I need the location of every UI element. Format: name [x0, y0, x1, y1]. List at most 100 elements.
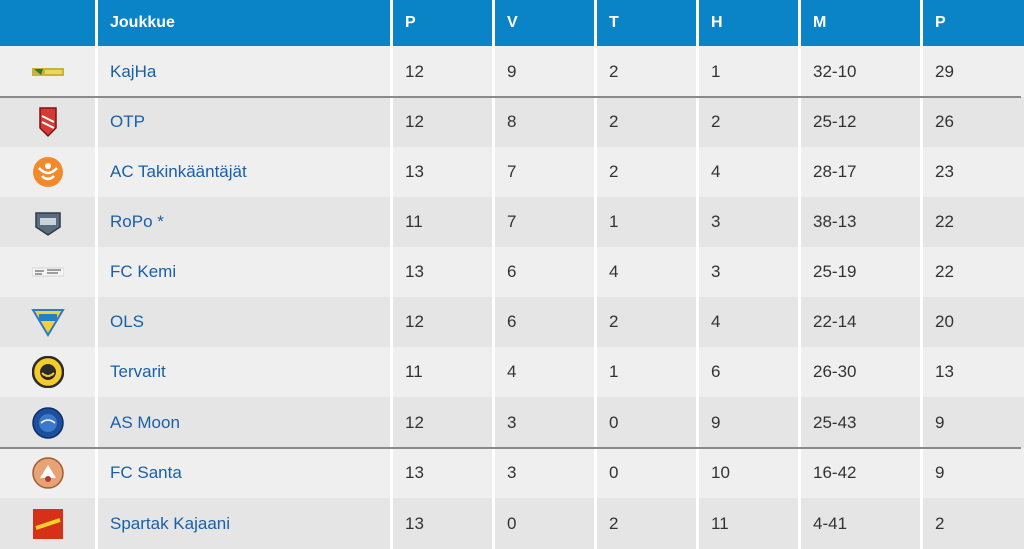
wins-value-cell: 0: [492, 498, 594, 549]
team-name[interactable]: Spartak Kajaani: [110, 513, 231, 533]
points-value: 9: [935, 412, 945, 432]
wins-value: 3: [507, 412, 517, 432]
wins-value: 7: [507, 162, 517, 181]
goals-value-cell: 25-43: [798, 397, 920, 448]
points-value-cell: 9: [920, 448, 1024, 498]
losses-value-cell: 3: [696, 197, 798, 247]
points-value-cell: 9: [920, 397, 1024, 448]
points-value: 13: [935, 362, 954, 381]
losses-value-cell: 3: [696, 247, 798, 297]
played-value: 13: [405, 262, 424, 281]
draws-value-cell: 1: [594, 197, 696, 247]
draws-value: 1: [609, 362, 619, 381]
losses-value: 3: [711, 262, 721, 281]
points-value: 23: [935, 162, 954, 181]
team-logo-cell: [0, 397, 95, 448]
team-name[interactable]: RoPo *: [110, 212, 164, 231]
played-value: 13: [405, 162, 424, 181]
goals-value: 25-12: [813, 112, 857, 131]
team-name[interactable]: FC Kemi: [110, 262, 177, 281]
table-row: FC Santa 13 3 0 10 16-42 9: [0, 448, 1024, 498]
goals-value: 25-19: [813, 262, 857, 281]
kajha-logo-icon: [31, 55, 65, 89]
points-value-cell: 22: [920, 247, 1024, 297]
wins-value-cell: 4: [492, 347, 594, 397]
losses-value: 10: [711, 463, 730, 482]
team-logo-cell: [0, 247, 95, 297]
header-goals[interactable]: M: [798, 0, 920, 46]
team-name-cell: OTP: [95, 97, 390, 147]
header-wins[interactable]: V: [492, 0, 594, 46]
goals-value: 26-30: [813, 362, 857, 381]
header-points[interactable]: P: [920, 0, 1024, 46]
goals-value-cell: 25-12: [798, 97, 920, 147]
table-row: AC Takinkääntäjät 13 7 2 4 28-17 23: [0, 147, 1024, 197]
draws-value-cell: 2: [594, 97, 696, 147]
team-name[interactable]: Tervarit: [110, 362, 166, 381]
header-draws[interactable]: T: [594, 0, 696, 46]
team-logo-cell: [0, 97, 95, 147]
wins-value: 0: [507, 513, 517, 533]
goals-value: 28-17: [813, 162, 857, 181]
team-name[interactable]: OTP: [110, 112, 145, 131]
goals-value-cell: 28-17: [798, 147, 920, 197]
played-value-cell: 12: [390, 46, 492, 97]
header-played[interactable]: P: [390, 0, 492, 46]
table-row: RoPo * 11 7 1 3 38-13 22: [0, 197, 1024, 247]
ropo-logo-icon: [31, 205, 65, 239]
team-logo-cell: [0, 147, 95, 197]
team-name[interactable]: AS Moon: [110, 412, 180, 432]
table-header-row: Joukkue P V T H M P: [0, 0, 1024, 46]
goals-value: 38-13: [813, 212, 857, 231]
draws-value: 0: [609, 412, 619, 432]
losses-value-cell: 4: [696, 147, 798, 197]
spartak-kajaani-logo-icon: [31, 507, 65, 541]
ols-logo-icon: [30, 305, 65, 339]
wins-value: 6: [507, 312, 517, 331]
wins-value: 3: [507, 463, 517, 482]
team-logo-cell: [0, 347, 95, 397]
team-name-cell: Spartak Kajaani: [95, 498, 390, 549]
points-value-cell: 22: [920, 197, 1024, 247]
points-value-cell: 20: [920, 297, 1024, 347]
team-name-cell: KajHa: [95, 46, 390, 97]
points-value-cell: 13: [920, 347, 1024, 397]
losses-value-cell: 11: [696, 498, 798, 549]
wins-value: 4: [507, 362, 517, 381]
losses-value: 4: [711, 162, 721, 181]
played-value-cell: 11: [390, 347, 492, 397]
draws-value-cell: 0: [594, 397, 696, 448]
header-team[interactable]: Joukkue: [95, 0, 390, 46]
team-logo-cell: [0, 46, 95, 97]
team-name[interactable]: OLS: [110, 312, 145, 331]
played-value: 11: [405, 212, 423, 231]
team-name[interactable]: KajHa: [110, 61, 157, 81]
points-value: 20: [935, 312, 954, 331]
goals-value-cell: 22-14: [798, 297, 920, 347]
goals-value: 25-43: [813, 412, 857, 432]
team-name[interactable]: FC Santa: [110, 463, 182, 482]
wins-value: 6: [507, 262, 517, 281]
header-losses[interactable]: H: [696, 0, 798, 46]
team-name[interactable]: AC Takinkääntäjät: [110, 162, 247, 181]
team-name-cell: AS Moon: [95, 397, 390, 448]
table-row: AS Moon 12 3 0 9 25-43 9: [0, 397, 1024, 448]
wins-value-cell: 3: [492, 448, 594, 498]
team-name-cell: AC Takinkääntäjät: [95, 147, 390, 197]
draws-value: 2: [609, 513, 619, 533]
team-name-cell: Tervarit: [95, 347, 390, 397]
points-value-cell: 26: [920, 97, 1024, 147]
losses-value: 9: [711, 412, 721, 432]
played-value: 12: [405, 112, 424, 131]
goals-value-cell: 16-42: [798, 448, 920, 498]
played-value-cell: 11: [390, 197, 492, 247]
draws-value: 1: [609, 212, 619, 231]
otp-logo-icon: [31, 105, 65, 139]
wins-value-cell: 6: [492, 297, 594, 347]
losses-value: 6: [711, 362, 721, 381]
goals-value-cell: 38-13: [798, 197, 920, 247]
wins-value-cell: 3: [492, 397, 594, 448]
goals-value-cell: 4-41: [798, 498, 920, 549]
goals-value: 4-41: [813, 513, 848, 533]
draws-value-cell: 1: [594, 347, 696, 397]
